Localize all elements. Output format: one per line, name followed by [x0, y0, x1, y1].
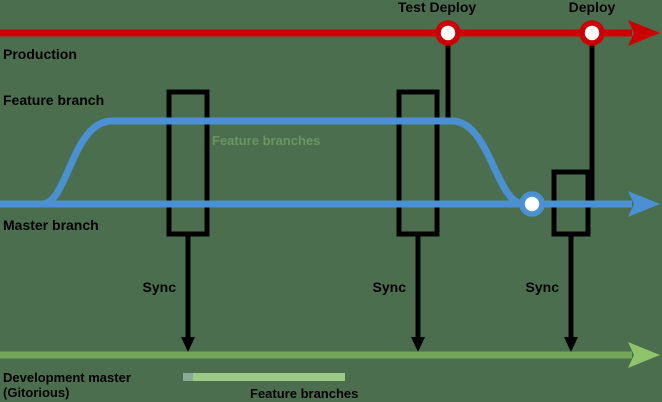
feature-branch-curve	[41, 117, 525, 208]
sync-label-2: Sync	[372, 279, 406, 295]
master-branch-label: Master branch	[3, 217, 99, 233]
master-arrow-icon	[628, 191, 660, 217]
production-arrow-icon	[628, 20, 660, 46]
test-deploy-node	[435, 20, 461, 46]
development-branch-sublabel: (Gitorious)	[3, 385, 70, 400]
gate-box-2	[396, 89, 440, 237]
sync-arrow-1-icon	[181, 337, 195, 352]
development-arrow-icon	[628, 342, 660, 368]
feature-highlight-bar-cap	[183, 373, 193, 381]
sync-label-1: Sync	[142, 279, 176, 295]
sync-arrow-2-icon	[411, 337, 425, 352]
sync-label-3: Sync	[525, 279, 559, 295]
production-branch-label: Production	[3, 46, 77, 62]
station-label-deploy: Deploy	[568, 0, 616, 15]
gate-box-1	[166, 89, 210, 237]
sync-arrow-3-icon	[564, 337, 578, 352]
feature-branches-faint-caption: Feature branches	[212, 133, 321, 148]
development-branch-label: Development master	[3, 370, 131, 385]
feature-branches-caption: Feature branches	[250, 386, 359, 401]
feature-highlight-bar	[193, 373, 345, 381]
feature-branch-label: Feature branch	[3, 92, 105, 108]
merge-node	[519, 191, 545, 217]
station-label-test-deploy: Test Deploy	[397, 0, 477, 15]
deploy-node	[579, 20, 605, 46]
